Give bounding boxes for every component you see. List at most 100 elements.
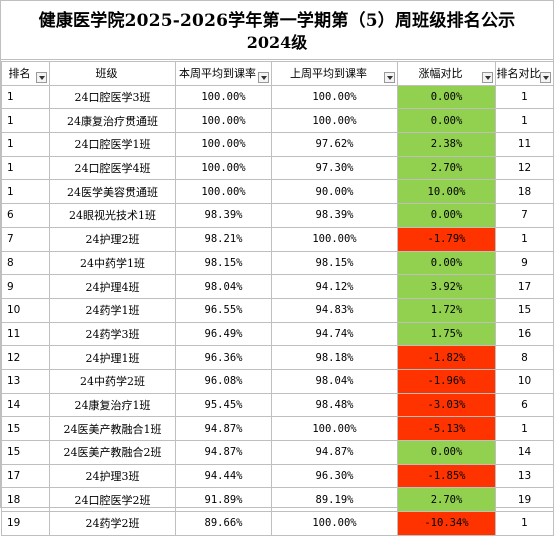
rank-compare-cell[interactable]: 19 [495,487,554,513]
change-cell[interactable]: -1.82% [397,345,496,370]
rank-compare-cell[interactable]: 1 [495,108,554,134]
this-week-cell[interactable]: 98.39% [175,203,272,228]
rank-compare-cell[interactable]: 16 [495,321,554,347]
rank-cell[interactable]: 15 [1,416,50,441]
class-cell[interactable]: 24中药学1班 [49,250,176,276]
change-cell[interactable]: 0.00% [397,440,496,465]
change-cell[interactable]: 2.38% [397,132,496,157]
rank-cell[interactable]: 18 [1,487,50,513]
rank-cell[interactable]: 7 [1,226,50,252]
this-week-cell[interactable]: 96.55% [175,297,272,323]
class-cell[interactable]: 24康复治疗1班 [49,392,176,418]
last-week-cell[interactable]: 97.62% [271,132,398,157]
change-cell[interactable]: 10.00% [397,179,496,205]
rank-cell[interactable]: 12 [1,345,50,370]
rank-cell[interactable]: 10 [1,297,50,323]
rank-compare-cell[interactable]: 15 [495,297,554,323]
this-week-cell[interactable]: 100.00% [175,84,272,110]
rank-cell[interactable]: 6 [1,203,50,228]
class-cell[interactable]: 24护理4班 [49,274,176,299]
last-week-cell[interactable]: 98.18% [271,345,398,370]
rank-compare-cell[interactable]: 1 [495,84,554,110]
change-cell[interactable]: -1.85% [397,463,496,489]
this-week-cell[interactable]: 100.00% [175,179,272,205]
this-week-cell[interactable]: 96.08% [175,368,272,394]
filter-dropdown-icon[interactable] [540,71,551,83]
this-week-cell[interactable]: 94.87% [175,440,272,465]
rank-cell[interactable]: 15 [1,440,50,465]
class-cell[interactable]: 24药学1班 [49,297,176,323]
rank-compare-cell[interactable]: 7 [495,203,554,228]
filter-dropdown-icon[interactable] [482,71,493,83]
last-week-cell[interactable]: 98.39% [271,203,398,228]
rank-compare-cell[interactable]: 18 [495,179,554,205]
rank-cell[interactable]: 19 [1,511,50,536]
this-week-cell[interactable]: 100.00% [175,155,272,181]
last-week-cell[interactable]: 96.30% [271,463,398,489]
change-cell[interactable]: 2.70% [397,487,496,513]
last-week-cell[interactable]: 100.00% [271,108,398,134]
rank-cell[interactable]: 1 [1,155,50,181]
rank-cell[interactable]: 8 [1,250,50,276]
rank-cell[interactable]: 11 [1,321,50,347]
last-week-cell[interactable]: 98.48% [271,392,398,418]
class-cell[interactable]: 24医美产教融合1班 [49,416,176,441]
rank-cell[interactable]: 13 [1,368,50,394]
filter-dropdown-icon[interactable] [36,71,47,83]
change-cell[interactable]: -1.96% [397,368,496,394]
rank-compare-cell[interactable]: 1 [495,416,554,441]
change-cell[interactable]: 1.72% [397,297,496,323]
class-cell[interactable]: 24医学美容贯通班 [49,179,176,205]
class-cell[interactable]: 24护理3班 [49,463,176,489]
class-cell[interactable]: 24口腔医学1班 [49,132,176,157]
this-week-cell[interactable]: 91.89% [175,487,272,513]
class-cell[interactable]: 24口腔医学4班 [49,155,176,181]
last-week-cell[interactable]: 100.00% [271,511,398,536]
change-cell[interactable]: 0.00% [397,84,496,110]
rank-compare-cell[interactable]: 14 [495,440,554,465]
rank-compare-cell[interactable]: 11 [495,132,554,157]
change-cell[interactable]: -5.13% [397,416,496,441]
last-week-cell[interactable]: 94.74% [271,321,398,347]
last-week-cell[interactable]: 94.83% [271,297,398,323]
change-cell[interactable]: 1.75% [397,321,496,347]
last-week-cell[interactable]: 94.87% [271,440,398,465]
this-week-cell[interactable]: 98.04% [175,274,272,299]
rank-compare-cell[interactable]: 9 [495,250,554,276]
rank-cell[interactable]: 17 [1,463,50,489]
filter-dropdown-icon[interactable] [384,71,395,83]
rank-compare-cell[interactable]: 12 [495,155,554,181]
this-week-cell[interactable]: 98.15% [175,250,272,276]
last-week-cell[interactable]: 97.30% [271,155,398,181]
this-week-cell[interactable]: 94.44% [175,463,272,489]
class-cell[interactable]: 24护理1班 [49,345,176,370]
rank-compare-cell[interactable]: 8 [495,345,554,370]
rank-cell[interactable]: 1 [1,108,50,134]
filter-dropdown-icon[interactable] [258,71,269,83]
rank-cell[interactable]: 1 [1,132,50,157]
class-cell[interactable]: 24眼视光技术1班 [49,203,176,228]
last-week-cell[interactable]: 89.19% [271,487,398,513]
this-week-cell[interactable]: 89.66% [175,511,272,536]
rank-cell[interactable]: 14 [1,392,50,418]
rank-compare-cell[interactable]: 13 [495,463,554,489]
rank-compare-cell[interactable]: 10 [495,368,554,394]
this-week-cell[interactable]: 100.00% [175,132,272,157]
this-week-cell[interactable]: 96.36% [175,345,272,370]
class-cell[interactable]: 24护理2班 [49,226,176,252]
this-week-cell[interactable]: 96.49% [175,321,272,347]
this-week-cell[interactable]: 100.00% [175,108,272,134]
class-cell[interactable]: 24口腔医学2班 [49,487,176,513]
class-cell[interactable]: 24医美产教融合2班 [49,440,176,465]
rank-compare-cell[interactable]: 6 [495,392,554,418]
last-week-cell[interactable]: 94.12% [271,274,398,299]
class-cell[interactable]: 24口腔医学3班 [49,84,176,110]
class-cell[interactable]: 24药学3班 [49,321,176,347]
change-cell[interactable]: 2.70% [397,155,496,181]
change-cell[interactable]: 3.92% [397,274,496,299]
this-week-cell[interactable]: 94.87% [175,416,272,441]
last-week-cell[interactable]: 100.00% [271,416,398,441]
change-cell[interactable]: 0.00% [397,108,496,134]
last-week-cell[interactable]: 98.15% [271,250,398,276]
change-cell[interactable]: -1.79% [397,226,496,252]
